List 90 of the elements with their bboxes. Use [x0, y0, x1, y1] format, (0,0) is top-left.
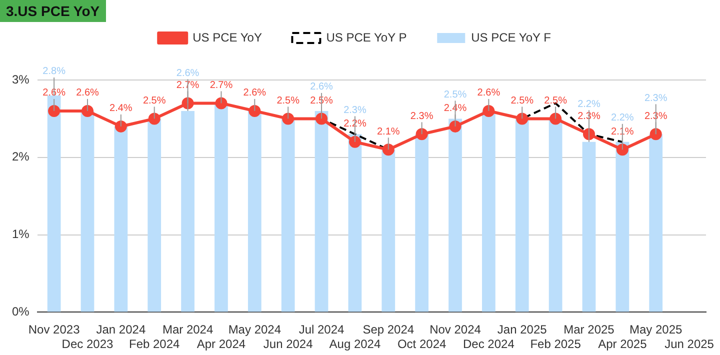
bar	[616, 142, 630, 312]
data-label: 2.6%	[310, 82, 334, 93]
data-label: 2.4%	[444, 103, 467, 114]
data-label: 2.6%	[477, 88, 500, 99]
bar	[148, 118, 162, 312]
bar	[515, 118, 529, 312]
data-label: 2.5%	[444, 89, 467, 100]
bar	[348, 134, 362, 312]
point	[148, 112, 160, 125]
point	[482, 104, 495, 117]
x-tick-label: Jan 2025	[497, 322, 548, 337]
legend-label: US PCE YoY P	[326, 30, 407, 44]
bar	[482, 110, 496, 312]
bar	[214, 103, 228, 312]
bar	[649, 134, 663, 312]
point	[449, 120, 462, 132]
point	[382, 144, 394, 156]
data-label: 2.3%	[644, 92, 668, 104]
y-tick-label: 2%	[12, 150, 30, 164]
bar	[248, 110, 262, 312]
x-tick-label: May 2024	[228, 322, 282, 337]
bar	[415, 134, 429, 312]
data-label: 2.3%	[344, 104, 366, 116]
bar	[181, 110, 194, 312]
data-label: 2.5%	[142, 95, 166, 106]
data-label: 2.3%	[644, 110, 668, 122]
point	[348, 136, 361, 148]
point	[48, 104, 60, 117]
data-label: 2.8%	[42, 66, 66, 78]
bar	[47, 95, 61, 312]
data-label: 2.6%	[243, 88, 266, 99]
bar	[382, 150, 396, 312]
x-tick-label: Nov 2023	[28, 322, 80, 337]
point	[282, 112, 294, 125]
x-tick-label: Apr 2024	[196, 337, 246, 352]
legend-label: US PCE YoY F	[471, 30, 551, 44]
data-label: 2.5%	[544, 95, 568, 106]
data-label: 2.2%	[344, 118, 366, 130]
x-tick-label: Feb 2025	[530, 337, 582, 352]
data-label: 2.5%	[510, 95, 534, 106]
data-label: 2.3%	[410, 110, 434, 122]
x-tick-label: Mar 2025	[564, 322, 615, 337]
point	[316, 112, 328, 125]
chart-title: 3.US PCE YoY	[0, 0, 106, 22]
x-tick-label: Jun 2025	[664, 337, 714, 352]
x-tick-label: Jan 2024	[96, 322, 146, 337]
x-tick-label: Oct 2024	[397, 337, 446, 352]
x-tick-label: Apr 2025	[598, 337, 648, 352]
x-tick-label: Jul 2024	[298, 322, 345, 337]
point	[114, 120, 127, 132]
x-tick-label: Feb 2024	[129, 337, 180, 352]
bar	[582, 142, 596, 312]
data-label: 2.5%	[310, 95, 334, 106]
bar	[448, 118, 462, 312]
data-label: 2.6%	[42, 88, 66, 99]
point	[550, 112, 562, 125]
point	[215, 97, 228, 110]
data-label: 2.7%	[176, 80, 200, 91]
data-label: 2.1%	[376, 126, 400, 138]
bar	[548, 118, 562, 312]
x-tick-label: Dec 2024	[463, 337, 515, 352]
point	[650, 128, 662, 140]
bar	[281, 118, 295, 312]
y-tick-label: 0%	[12, 304, 30, 319]
data-label: 2.3%	[578, 110, 600, 122]
x-tick-label: May 2025	[630, 322, 683, 337]
data-label: 2.2%	[611, 112, 634, 124]
point	[416, 128, 428, 140]
y-tick-label: 3%	[12, 72, 30, 86]
y-tick-label: 1%	[12, 227, 30, 242]
point	[616, 144, 628, 156]
bar	[80, 110, 94, 312]
point	[516, 112, 528, 125]
data-label: 2.4%	[110, 103, 132, 114]
bar	[114, 126, 128, 312]
point	[81, 104, 94, 117]
point	[248, 104, 261, 117]
data-label: 2.7%	[210, 80, 233, 91]
x-tick-label: Mar 2024	[162, 322, 214, 337]
data-label: 2.6%	[76, 88, 99, 99]
x-tick-label: Aug 2024	[329, 337, 381, 352]
x-tick-label: Nov 2024	[430, 322, 482, 337]
data-label: 2.5%	[276, 95, 300, 106]
x-tick-label: Sep 2024	[362, 322, 414, 337]
x-tick-label: Dec 2023	[62, 337, 114, 352]
bar	[314, 110, 328, 312]
data-label: 2.6%	[176, 68, 200, 79]
x-tick-label: Jun 2024	[263, 337, 314, 352]
data-label: 2.2%	[578, 98, 600, 110]
legend-label: US PCE YoY	[192, 30, 262, 44]
